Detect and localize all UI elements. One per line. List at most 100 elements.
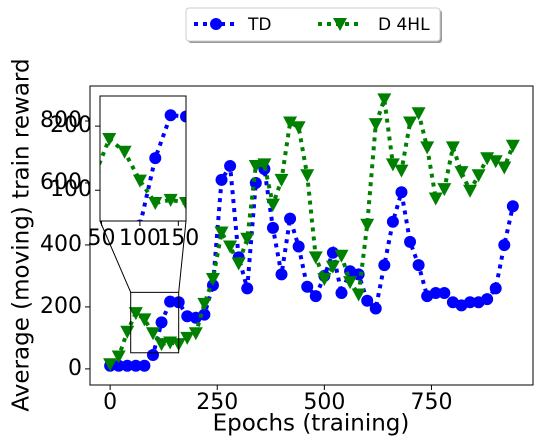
- marker: [428, 192, 443, 206]
- marker: [231, 257, 246, 271]
- marker: [164, 295, 177, 308]
- x-tick-label: 150: [157, 226, 199, 251]
- zoom-connector: [99, 220, 132, 293]
- marker: [487, 46, 499, 58]
- y-tick-label: 400: [40, 232, 82, 257]
- marker: [241, 75, 253, 87]
- marker: [481, 293, 494, 306]
- marker: [138, 359, 151, 372]
- marker: [429, 286, 442, 299]
- marker: [283, 116, 298, 130]
- marker: [412, 259, 425, 272]
- marker: [441, 56, 453, 68]
- marker: [284, 212, 297, 225]
- marker: [111, 350, 126, 364]
- plot-layer: [100, 0, 543, 221]
- marker: [163, 193, 178, 207]
- marker: [386, 215, 399, 228]
- marker: [454, 166, 469, 180]
- marker: [369, 302, 382, 315]
- marker: [300, 169, 315, 183]
- marker: [378, 259, 391, 272]
- y-tick-label: 600: [40, 170, 82, 195]
- marker: [317, 273, 332, 287]
- marker: [128, 307, 143, 321]
- y-tick-label: 800: [40, 108, 82, 133]
- marker: [148, 197, 163, 211]
- marker: [164, 109, 177, 122]
- marker: [497, 161, 512, 175]
- marker: [265, 198, 280, 212]
- y-tick-label: 200: [40, 294, 82, 319]
- y-axis-label: Average (moving) train reward: [9, 58, 35, 411]
- marker: [471, 14, 485, 27]
- x-tick-label: 100: [119, 226, 161, 251]
- marker: [129, 359, 142, 372]
- marker: [464, 296, 477, 309]
- marker: [145, 327, 160, 341]
- marker: [154, 338, 169, 352]
- marker: [395, 0, 407, 7]
- legend: TD D 4HL: [185, 7, 442, 43]
- marker: [241, 282, 254, 295]
- x-axis-label: Epochs (training): [213, 411, 410, 437]
- marker: [368, 118, 383, 132]
- x-tick-label: 50: [88, 226, 116, 251]
- legend-marker: [210, 18, 222, 30]
- marker: [456, 8, 468, 20]
- marker: [385, 158, 400, 172]
- marker: [301, 280, 314, 293]
- x-tick-label: 500: [303, 390, 345, 415]
- marker: [437, 183, 452, 197]
- marker: [403, 116, 418, 130]
- marker: [471, 169, 486, 183]
- marker: [291, 121, 306, 135]
- marker: [137, 313, 152, 327]
- x-tick-label: 750: [410, 390, 452, 415]
- marker: [309, 290, 322, 303]
- marker: [103, 358, 118, 372]
- marker: [404, 235, 417, 248]
- marker: [394, 164, 409, 178]
- y-tick-label: 200: [50, 113, 92, 138]
- marker: [224, 159, 237, 172]
- plot-layer: [103, 93, 520, 372]
- marker: [463, 184, 478, 198]
- marker: [188, 327, 203, 341]
- marker: [343, 276, 358, 290]
- marker: [506, 200, 519, 213]
- marker: [489, 282, 502, 295]
- marker: [361, 294, 374, 307]
- axes-frame: [99, 95, 187, 222]
- marker: [326, 246, 339, 259]
- marker: [240, 232, 255, 246]
- marker: [132, 174, 147, 188]
- marker: [498, 238, 511, 251]
- marker: [271, 0, 285, 8]
- marker: [179, 197, 186, 211]
- marker: [146, 348, 159, 361]
- x-tick-label: 0: [103, 390, 117, 415]
- marker: [486, 69, 500, 82]
- marker: [488, 155, 503, 169]
- marker: [360, 218, 375, 232]
- marker: [240, 62, 254, 75]
- marker: [351, 288, 366, 302]
- marker: [505, 139, 520, 153]
- legend-marker: [333, 18, 347, 31]
- x-tick-label: 250: [196, 390, 238, 415]
- axes-frame: [89, 85, 534, 386]
- marker: [205, 273, 220, 287]
- marker: [308, 251, 323, 265]
- marker: [266, 221, 279, 234]
- marker: [223, 240, 238, 254]
- marker: [274, 173, 289, 187]
- marker: [503, 53, 515, 65]
- marker: [180, 110, 186, 123]
- legend-box: [185, 7, 441, 42]
- marker: [533, 123, 543, 135]
- marker: [335, 286, 348, 299]
- marker: [377, 93, 392, 107]
- marker: [197, 297, 212, 311]
